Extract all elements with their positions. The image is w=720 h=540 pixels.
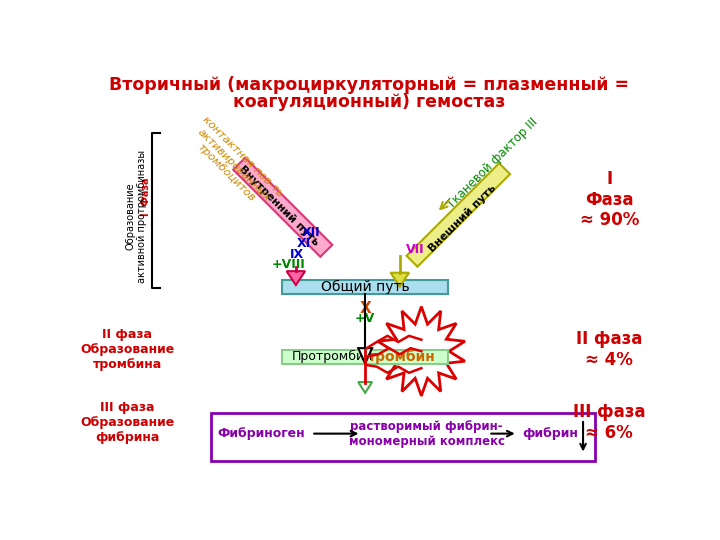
Text: XII: XII — [302, 226, 320, 239]
Polygon shape — [378, 307, 465, 396]
Text: фибрин: фибрин — [522, 427, 578, 440]
Text: контактная пов-ть
активированных
тромбоцитов: контактная пов-ть активированных тромбоц… — [184, 114, 284, 215]
Text: II фаза
≈ 4%: II фаза ≈ 4% — [576, 330, 642, 369]
Polygon shape — [233, 158, 333, 257]
Text: VII: VII — [406, 243, 425, 256]
Polygon shape — [407, 163, 510, 267]
Text: I
Фаза
≈ 90%: I Фаза ≈ 90% — [580, 170, 639, 230]
Text: Протромбин: Протромбин — [292, 350, 373, 363]
Text: II фаза
Образование
тромбина: II фаза Образование тромбина — [80, 328, 174, 371]
FancyBboxPatch shape — [282, 350, 449, 363]
Text: III фаза
Образование
фибрина: III фаза Образование фибрина — [80, 401, 174, 444]
Text: I  Фаза: I Фаза — [140, 177, 150, 215]
Text: тромбин: тромбин — [367, 349, 435, 364]
Polygon shape — [390, 273, 409, 287]
Text: растворимый фибрин-
мономерный комплекс: растворимый фибрин- мономерный комплекс — [348, 420, 505, 448]
Text: IX: IX — [289, 248, 304, 261]
Text: XI: XI — [297, 237, 310, 250]
Text: Внутренний путь: Внутренний путь — [237, 164, 321, 247]
FancyBboxPatch shape — [282, 280, 449, 294]
Text: Тканевой фактор III: Тканевой фактор III — [444, 116, 540, 211]
Text: III фаза
≈ 6%: III фаза ≈ 6% — [573, 403, 646, 442]
Text: Вторичный (макроциркуляторный = плазменный =: Вторичный (макроциркуляторный = плазменн… — [109, 76, 629, 93]
Text: Внешний путь: Внешний путь — [426, 183, 498, 254]
Text: Общий путь: Общий путь — [321, 280, 410, 294]
Polygon shape — [287, 271, 305, 285]
FancyBboxPatch shape — [211, 413, 595, 461]
Text: коагуляционный) гемостаз: коагуляционный) гемостаз — [233, 92, 505, 111]
Text: +V: +V — [355, 313, 375, 326]
Polygon shape — [359, 348, 372, 363]
Text: +VIII: +VIII — [272, 259, 306, 272]
Text: Фибриноген: Фибриноген — [217, 427, 305, 440]
Text: X: X — [359, 301, 371, 315]
Polygon shape — [359, 382, 372, 393]
Text: Образование
активной протромбиназы: Образование активной протромбиназы — [126, 150, 148, 283]
